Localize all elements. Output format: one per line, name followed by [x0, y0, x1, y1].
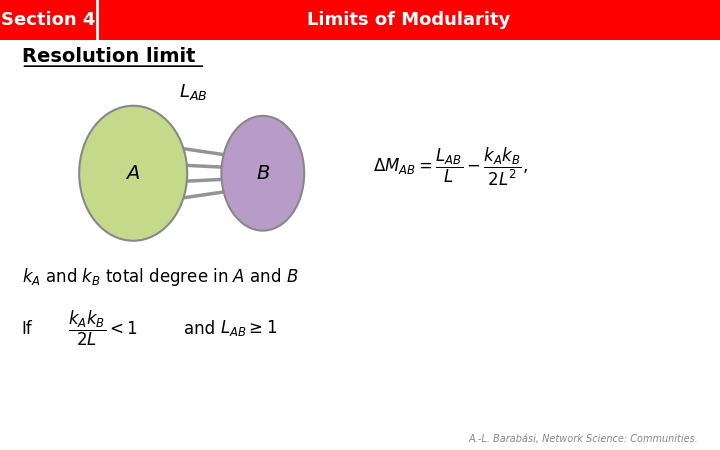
Text: $\dfrac{k_A k_B}{2L} < 1$: $\dfrac{k_A k_B}{2L} < 1$: [68, 309, 138, 348]
Text: $L_{AB} \geq 1$: $L_{AB} \geq 1$: [220, 319, 276, 338]
Text: If: If: [22, 320, 32, 338]
Text: Section 4: Section 4: [1, 11, 96, 29]
Ellipse shape: [79, 106, 187, 241]
Ellipse shape: [222, 116, 304, 230]
Text: $\Delta M_{AB} = \dfrac{L_{AB}}{L} - \dfrac{k_A k_B}{2L^2},$: $\Delta M_{AB} = \dfrac{L_{AB}}{L} - \df…: [372, 145, 528, 188]
Bar: [0, 0, 720, 40]
Text: A: A: [127, 164, 140, 183]
Text: $L_{AB}$: $L_{AB}$: [179, 82, 207, 102]
Text: Limits of Modularity: Limits of Modularity: [307, 11, 510, 29]
Text: B: B: [256, 164, 269, 183]
Text: $k_A$ and $k_B$ total degree in $A$ and $B$: $k_A$ and $k_B$ total degree in $A$ and …: [22, 266, 298, 288]
Text: and: and: [184, 320, 215, 338]
Text: A.-L. Barabási, Network Science: Communities.: A.-L. Barabási, Network Science: Communi…: [469, 434, 698, 444]
Text: Resolution limit: Resolution limit: [22, 47, 195, 66]
